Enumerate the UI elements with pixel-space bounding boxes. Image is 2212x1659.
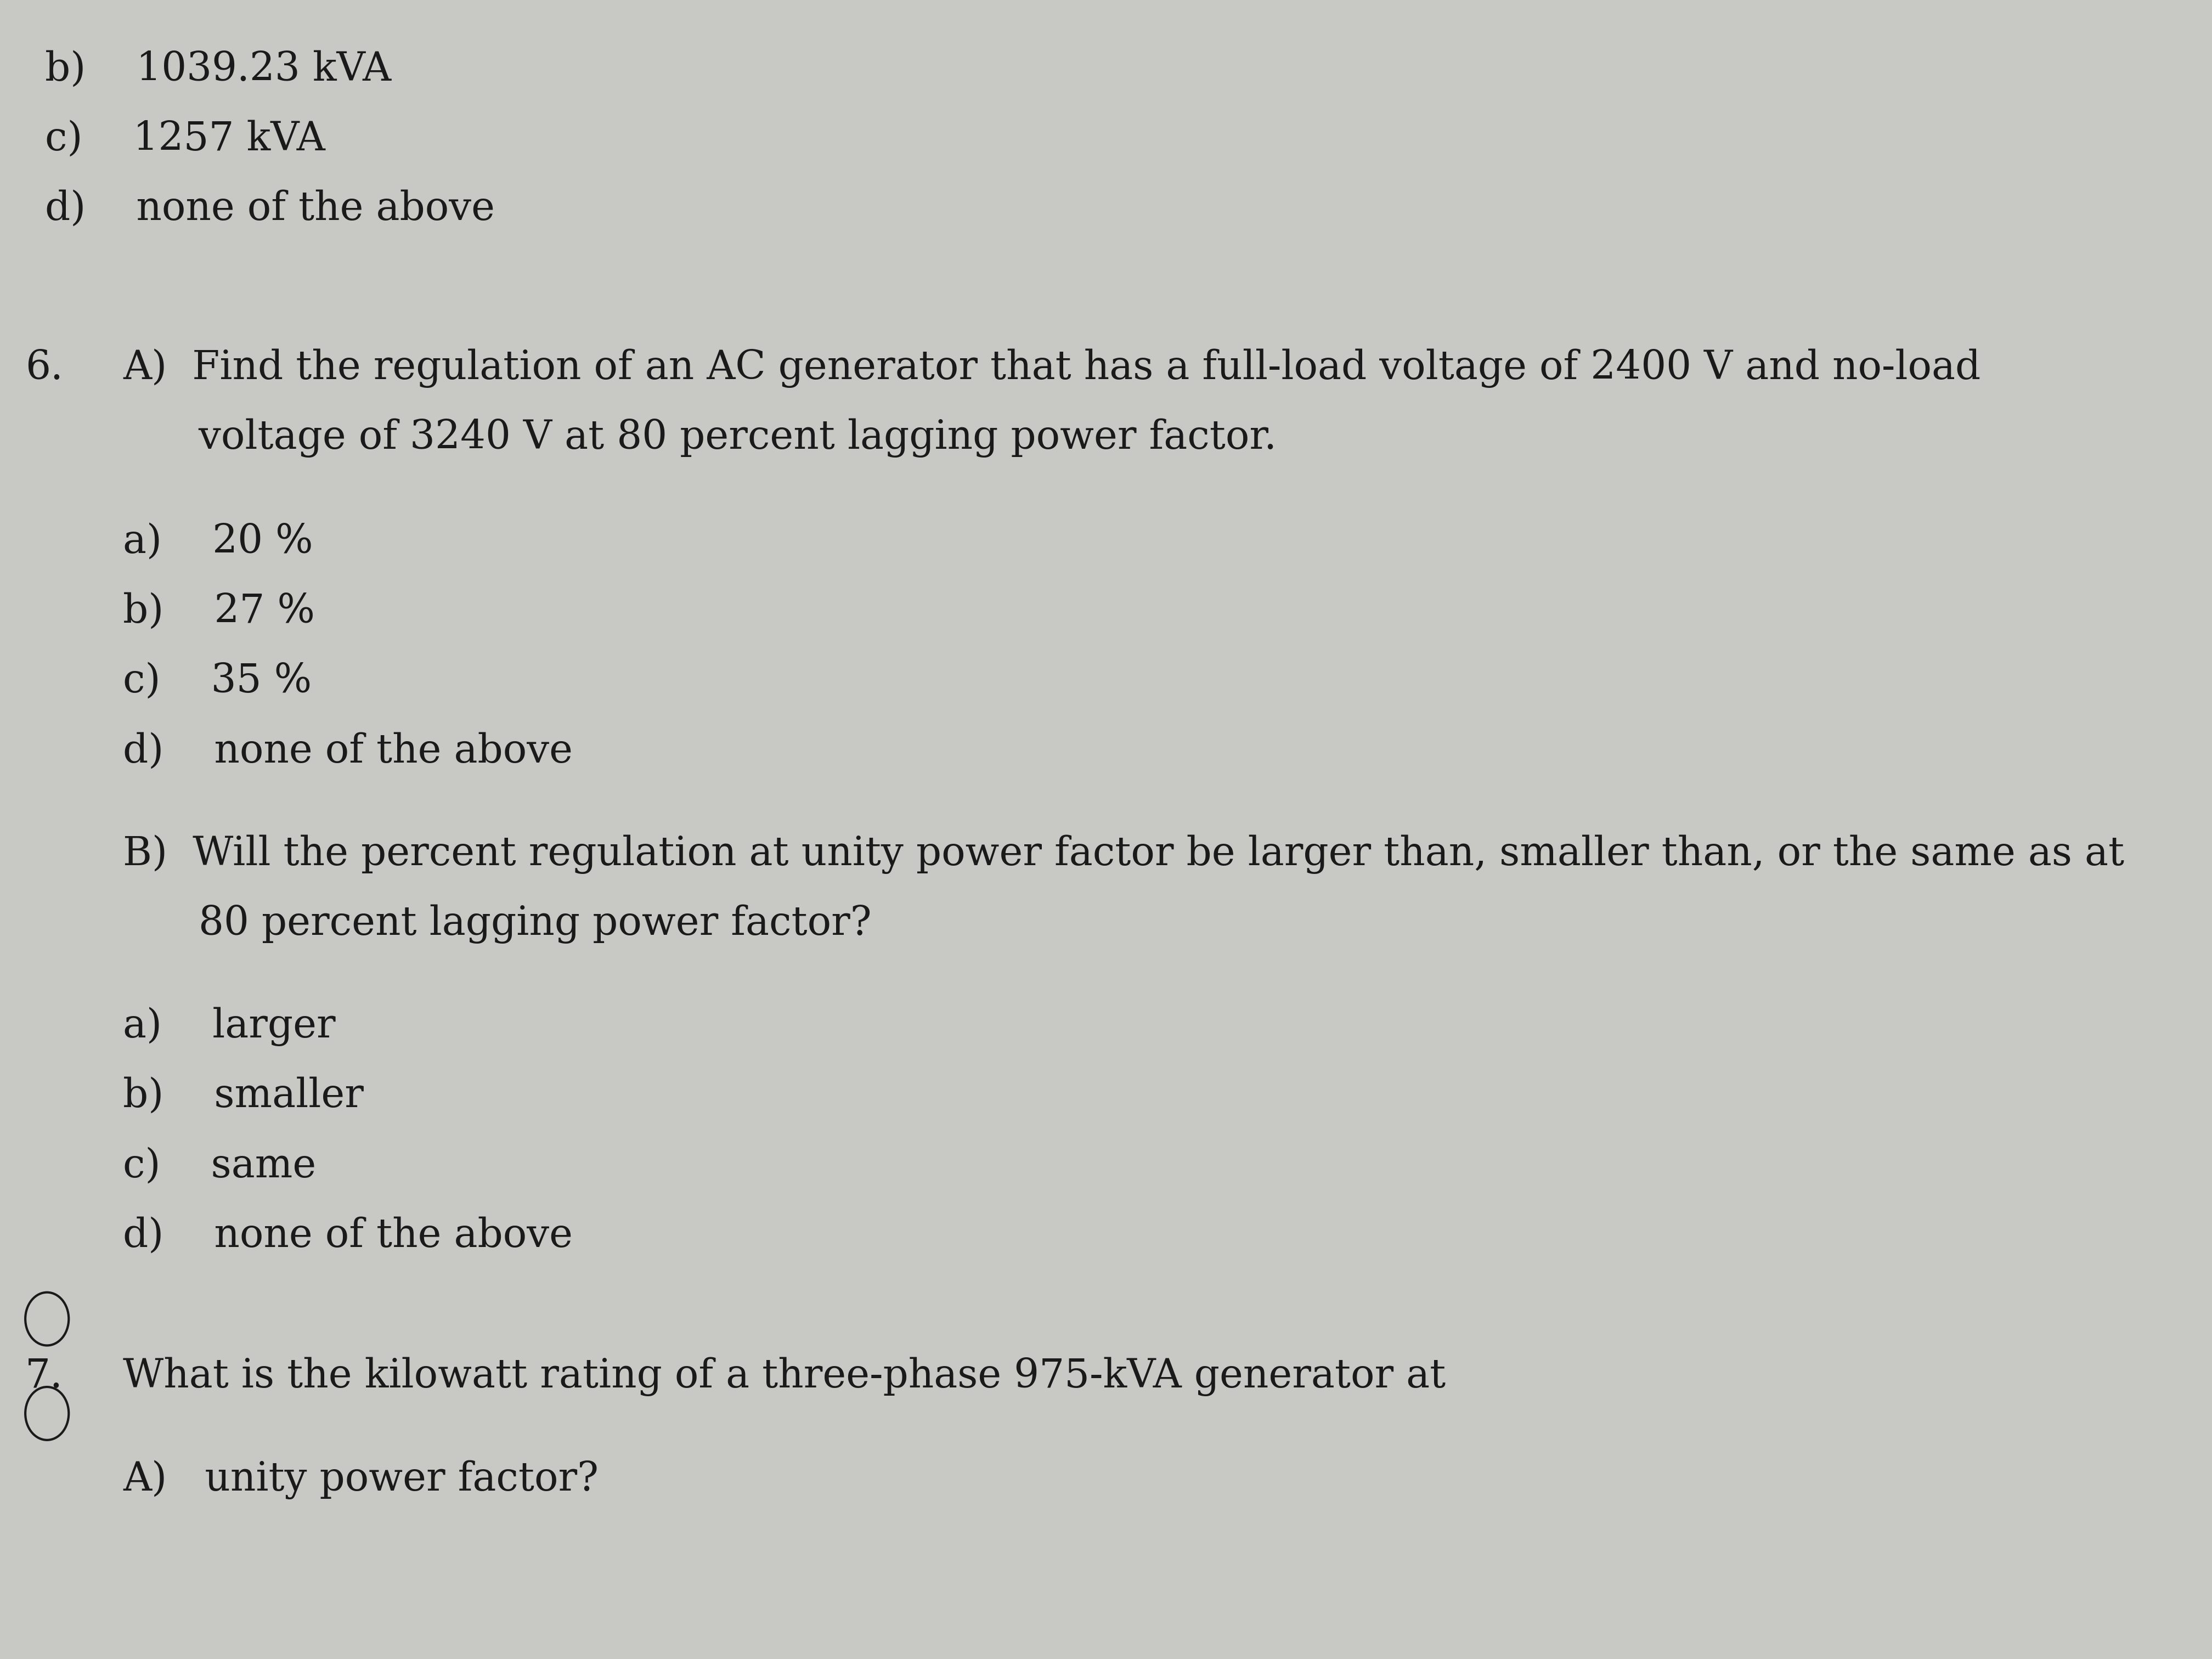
- Text: d)    none of the above: d) none of the above: [124, 1216, 573, 1254]
- Text: c)    35 %: c) 35 %: [124, 662, 312, 700]
- Text: c)    same: c) same: [124, 1146, 316, 1185]
- Text: voltage of 3240 V at 80 percent lagging power factor.: voltage of 3240 V at 80 percent lagging …: [124, 418, 1276, 458]
- Text: 6.: 6.: [24, 348, 64, 387]
- Text: B)  Will the percent regulation at unity power factor be larger than, smaller th: B) Will the percent regulation at unity …: [124, 834, 2124, 874]
- Text: a)    20 %: a) 20 %: [124, 523, 314, 561]
- Text: 80 percent lagging power factor?: 80 percent lagging power factor?: [124, 904, 872, 944]
- Text: b)    smaller: b) smaller: [124, 1077, 363, 1115]
- Text: What is the kilowatt rating of a three-phase 975-kVA generator at: What is the kilowatt rating of a three-p…: [124, 1357, 1447, 1397]
- Text: d)    none of the above: d) none of the above: [124, 732, 573, 770]
- Text: 7.: 7.: [24, 1357, 64, 1395]
- Text: a)    larger: a) larger: [124, 1007, 336, 1047]
- Text: A)  Find the regulation of an AC generator that has a full-load voltage of 2400 : A) Find the regulation of an AC generato…: [124, 348, 1980, 388]
- Text: c)    1257 kVA: c) 1257 kVA: [44, 119, 325, 158]
- Text: b)    1039.23 kVA: b) 1039.23 kVA: [44, 50, 392, 88]
- Text: A)   unity power factor?: A) unity power factor?: [124, 1460, 599, 1500]
- Text: d)    none of the above: d) none of the above: [44, 189, 495, 227]
- Text: b)    27 %: b) 27 %: [124, 592, 314, 630]
